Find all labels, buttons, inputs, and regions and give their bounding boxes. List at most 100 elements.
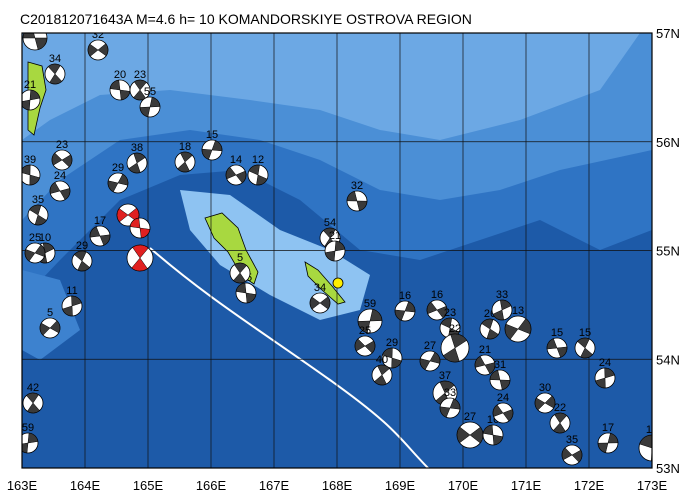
beachball-quadrant xyxy=(73,250,91,272)
map-frame xyxy=(21,32,653,469)
event-depth-label: 17 xyxy=(94,215,106,227)
beachball-quadrant xyxy=(39,320,61,336)
event-depth-label: 24 xyxy=(599,357,611,369)
beachball-quadrant xyxy=(439,398,461,418)
beachball-quadrant xyxy=(24,244,46,262)
beachball-quadrant xyxy=(492,404,514,422)
beachball-quadrant xyxy=(382,347,402,369)
event-depth-label: 21 xyxy=(479,344,491,356)
beachball-quadrant xyxy=(489,369,511,391)
beachball-quadrant xyxy=(504,318,532,340)
beachball-quadrant xyxy=(201,140,223,160)
event-depth-label: 39 xyxy=(24,154,36,166)
event-depth-label: 38 xyxy=(131,142,143,154)
beachball-quadrant xyxy=(492,299,512,321)
beachball-quadrant xyxy=(62,295,82,317)
beachball-quadrant xyxy=(22,33,48,50)
x-axis-label: 169E xyxy=(385,478,416,493)
event-depth-label: 59 xyxy=(364,298,376,310)
ocean-west xyxy=(22,270,80,360)
event-depth-label: 22 xyxy=(449,323,461,335)
beachball-quadrant xyxy=(419,351,441,371)
x-axis-label: 173E xyxy=(637,478,668,493)
beachball-quadrant xyxy=(89,226,111,246)
event-depth-label: 59 xyxy=(22,422,34,434)
beachball-quadrant xyxy=(128,152,146,174)
y-axis-label: 56N xyxy=(656,135,680,150)
event-depth-label: 21 xyxy=(329,230,341,242)
event-depth-label: 21 xyxy=(24,79,36,91)
beachball-quadrant xyxy=(87,43,109,57)
event-depth-label: 10 xyxy=(39,232,51,244)
x-axis-label: 170E xyxy=(448,478,479,493)
event-depth-label: 27 xyxy=(424,340,436,352)
event-depth-label: 5 xyxy=(47,307,53,319)
event-depth-label: 23 xyxy=(134,69,146,81)
beachball-quadrant xyxy=(481,318,499,340)
beachball-quadrant xyxy=(177,151,193,173)
event-depth-label: 30 xyxy=(539,382,551,394)
x-axis-label: 165E xyxy=(133,478,164,493)
event-depth-label: 25 xyxy=(29,232,41,244)
event-depth-label: 15 xyxy=(579,327,591,339)
beachball-quadrant xyxy=(235,282,257,304)
event-depth-label: 14 xyxy=(230,154,242,166)
event-depth-label: 13 xyxy=(512,305,524,317)
beachball-quadrant xyxy=(309,296,331,310)
epicenter xyxy=(332,277,344,289)
event-depth-label: 18 xyxy=(179,141,191,153)
beachball-quadrant xyxy=(482,424,504,446)
event-depth-label: 12 xyxy=(252,154,264,166)
event-depth-label: 37 xyxy=(439,370,451,382)
beachball-quadrant xyxy=(595,367,615,389)
beachball-quadrant xyxy=(131,244,149,272)
event-depth-label: 16 xyxy=(399,290,411,302)
event-depth-label: 32 xyxy=(92,29,104,41)
beachball-quadrant xyxy=(597,432,619,454)
event-depth-label: 13 xyxy=(646,424,658,436)
beachball-quadrant xyxy=(426,301,448,319)
beachball-quadrant xyxy=(22,89,41,111)
beachball-quadrant xyxy=(357,309,383,333)
event-depth-label: 33 xyxy=(496,289,508,301)
beachball-quadrant xyxy=(22,432,39,454)
x-axis-label: 166E xyxy=(196,478,227,493)
event-depth-label: 34 xyxy=(49,53,61,65)
beachball-quadrant xyxy=(116,207,140,223)
beachball-quadrant xyxy=(534,395,556,411)
event-depth-label: 34 xyxy=(314,282,326,294)
beachball-quadrant xyxy=(225,166,247,184)
beachball-quadrant xyxy=(107,173,129,193)
x-axis-label: 163E xyxy=(7,478,38,493)
trench-line xyxy=(149,247,430,468)
beachball-quadrant xyxy=(248,164,268,186)
x-axis-label: 167E xyxy=(259,478,290,493)
beachball-quadrant xyxy=(442,333,468,363)
event-depth-label: 27 xyxy=(464,411,476,423)
beachball-quadrant xyxy=(374,364,390,386)
medny-island xyxy=(304,261,346,305)
map-title: C201812071643A M=4.6 h= 10 KOMANDORSKIYE… xyxy=(20,11,472,27)
y-axis-label: 53N xyxy=(656,461,680,476)
beachball-quadrant xyxy=(354,338,376,354)
ocean-shelf xyxy=(22,33,640,140)
beachball-quadrant xyxy=(346,190,368,212)
event-depth-label: 15 xyxy=(206,129,218,141)
y-axis-label: 57N xyxy=(656,26,680,41)
beachball-quadrant xyxy=(29,204,47,226)
event-depth-label: 11 xyxy=(66,285,77,297)
event-depth-label: 20 xyxy=(114,69,126,81)
event-depth-label: 32 xyxy=(351,180,363,192)
event-depth-label: 31 xyxy=(494,359,506,371)
event-depth-label: 23 xyxy=(444,307,456,319)
event-depth-label: 29 xyxy=(76,240,88,252)
x-axis-label: 168E xyxy=(322,478,353,493)
y-axis-label: 55N xyxy=(656,244,680,259)
event-depth-label: 35 xyxy=(32,194,44,206)
event-depth-label: 5 xyxy=(237,252,243,264)
y-axis-label: 54N xyxy=(656,352,680,367)
beachball-quadrant xyxy=(474,355,496,375)
beachball-quadrant xyxy=(22,164,40,186)
beachball-quadrant xyxy=(546,338,568,358)
event-depth-label: 35 xyxy=(566,434,578,446)
